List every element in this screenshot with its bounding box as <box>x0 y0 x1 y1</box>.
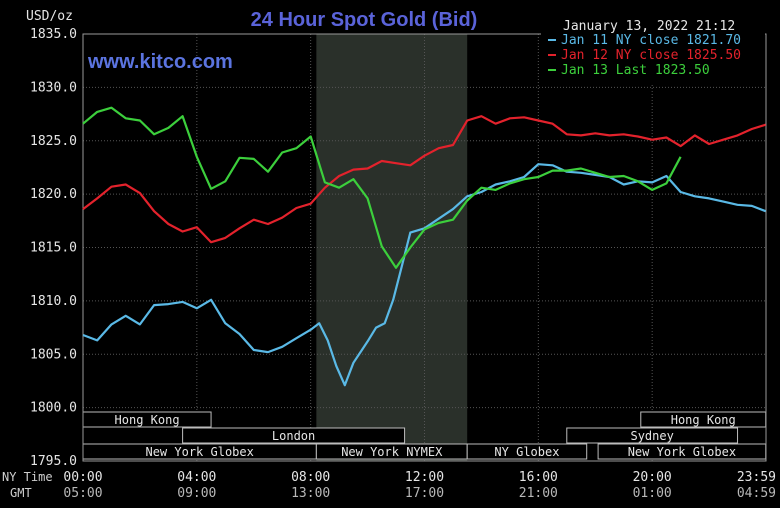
y-tick-label: 1825.0 <box>30 134 77 149</box>
y-tick-label: 1820.0 <box>30 187 77 202</box>
session-bars: Hong Kong Hong Kong London Sydney New York G… <box>82 411 767 460</box>
session-label: New York NYMEX <box>341 445 443 459</box>
session-label: New York Globex <box>145 445 253 459</box>
session-label: New York Globex <box>628 445 736 459</box>
x-tick-label-gmt: 04:59 <box>737 486 776 501</box>
x-tick-label-ny: 04:00 <box>177 470 216 485</box>
y-tick-label: 1795.0 <box>30 454 77 469</box>
plot-frame <box>82 33 767 462</box>
x-tick-label-ny: 16:00 <box>519 470 558 485</box>
y-unit-label: USD/oz <box>26 9 73 24</box>
x-tick-label-ny: 12:00 <box>405 470 444 485</box>
session-label: London <box>272 429 315 443</box>
y-tick-label: 1830.0 <box>30 80 77 95</box>
legend-label: Jan 11 NY close 1821.70 <box>561 33 741 48</box>
y-tick-label: 1805.0 <box>30 347 77 362</box>
session-bar <box>466 443 588 460</box>
session-label: Hong Kong <box>671 413 736 427</box>
x-tick-label-ny: 00:00 <box>63 470 102 485</box>
x-tick-label-gmt: 13:00 <box>291 486 330 501</box>
session-bar <box>566 427 739 444</box>
session-label: Sydney <box>630 429 673 443</box>
x-tick-label-gmt: 21:00 <box>519 486 558 501</box>
x-tick-label-gmt: 05:00 <box>63 486 102 501</box>
x-tick-label-ny: 20:00 <box>633 470 672 485</box>
y-axis-ticks: 1835.0 1830.0 1825.0 1820.0 1815.0 1810.0 1805… <box>30 27 77 469</box>
watermark: www.kitco.com <box>87 51 233 73</box>
session-label: Hong Kong <box>115 413 180 427</box>
chart-title: 24 Hour Spot Gold (Bid) <box>251 9 478 31</box>
legend-box <box>541 33 765 83</box>
y-tick-label: 1835.0 <box>30 27 77 42</box>
legend-label: Jan 13 Last 1823.50 <box>561 63 710 78</box>
x-tick-label-gmt: 01:00 <box>633 486 672 501</box>
x-row-label-gmt: GMT <box>10 486 32 500</box>
session-bar <box>182 427 406 444</box>
y-tick-label: 1810.0 <box>30 294 77 309</box>
date-stamp: January 13, 2022 21:12 <box>563 19 735 34</box>
x-tick-label-gmt: 17:00 <box>405 486 444 501</box>
x-row-label-ny: NY Time <box>2 470 53 484</box>
legend-label: Jan 12 NY close 1825.50 <box>561 48 741 63</box>
x-tick-label-gmt: 09:00 <box>177 486 216 501</box>
series-lines <box>82 106 767 387</box>
series-line <box>82 106 682 269</box>
y-tick-label: 1815.0 <box>30 241 77 256</box>
session-label: NY Globex <box>494 445 559 459</box>
x-tick-label-ny: 23:59 <box>737 470 776 485</box>
series-line <box>82 115 767 244</box>
y-tick-label: 1800.0 <box>30 401 77 416</box>
x-tick-label-ny: 08:00 <box>291 470 330 485</box>
